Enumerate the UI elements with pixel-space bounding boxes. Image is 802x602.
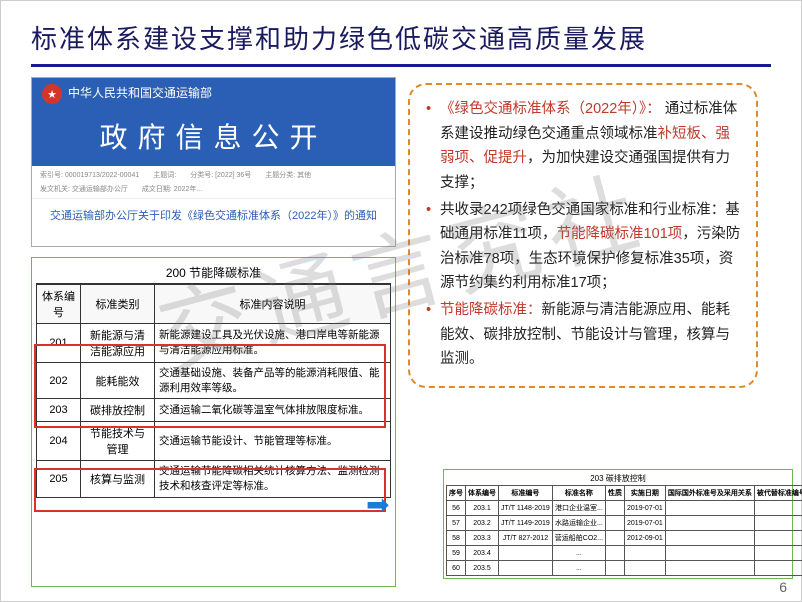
bullet-1: 《绿色交通标准体系（2022年）》： 通过标准体系建设推动绿色交通重点领域标准补… xyxy=(424,97,742,196)
arrow-icon: ➡ xyxy=(366,488,389,521)
bullet-2: 共收录242项绿色交通国家标准和行业标准：基础通用标准11项，节能降碳标准101… xyxy=(424,198,742,297)
table-row: 205 核算与监测 交通运输节能降碳相关统计核算方法、监测检测技术和核查评定等标… xyxy=(37,461,391,497)
page-number: 6 xyxy=(779,579,787,595)
gov-meta-item: 索引号: 000019713/2022-00041 xyxy=(40,170,139,180)
bullet-1-title: 《绿色交通标准体系（2022年）》： xyxy=(440,101,661,117)
gov-meta-item: 主题分类: 其他 xyxy=(265,170,311,180)
gov-meta-item: 主题词: xyxy=(153,170,176,180)
col-cat: 标准类别 xyxy=(81,285,155,324)
table-row: 203 碳排放控制 交通运输二氧化碳等温室气体排放限度标准。 xyxy=(37,399,391,422)
gov-meta-item: 成文日期: 2022年... xyxy=(142,184,202,194)
table-row: 204 节能技术与管理 交通运输节能设计、节能管理等标准。 xyxy=(37,422,391,461)
col-desc: 标准内容说明 xyxy=(155,285,391,324)
gov-header: ★ 中华人民共和国交通运输部 政府信息公开 xyxy=(32,78,395,166)
detail-table-panel: 203 碳排放控制 序号 体系编号 标准编号 标准名称 性质 实施日期 国际国外… xyxy=(443,469,793,579)
col-id: 体系编号 xyxy=(37,285,81,324)
bullet-3-title: 节能降碳标准： xyxy=(440,302,542,318)
table-row: 201 新能源与清洁能源应用 新能源建设工具及光伏设施、港口岸电等新能源与清洁能… xyxy=(37,324,391,363)
national-emblem-icon: ★ xyxy=(42,84,62,104)
table-row: 60203.5...港口 xyxy=(447,561,802,576)
gov-info-panel: ★ 中华人民共和国交通运输部 政府信息公开 索引号: 000019713/202… xyxy=(31,77,396,247)
gov-disclosure-title: 政府信息公开 xyxy=(32,116,395,156)
gov-meta: 索引号: 000019713/2022-00041 主题词: 分类号: [202… xyxy=(32,166,395,199)
table-row: 58203.3JT/T 827-2012营运船舶CO2...2012-09-01… xyxy=(447,531,802,546)
bullet-3: 节能降碳标准：新能源与清洁能源应用、能耗能效、碳排放控制、节能设计与管理，核算与… xyxy=(424,298,742,372)
gov-notice-title: 交通运输部办公厅关于印发《绿色交通标准体系（2022年）》的通知 xyxy=(32,199,395,231)
title-underline xyxy=(31,64,771,67)
bullet-box: 《绿色交通标准体系（2022年）》： 通过标准体系建设推动绿色交通重点领域标准补… xyxy=(408,83,758,388)
table-row: 56203.1JT/T 1148-2019港口企业温室...2019-07-01… xyxy=(447,501,802,516)
slide-title: 标准体系建设支撑和助力绿色低碳交通高质量发展 xyxy=(31,19,771,56)
gov-meta-item: 发文机关: 交通运输部办公厅 xyxy=(40,184,128,194)
table-row: 59203.4...港口 xyxy=(447,546,802,561)
table-row: 202 能耗能效 交通基础设施、装备产品等的能源消耗限值、能源利用效率等级。 xyxy=(37,363,391,399)
standards-table: 体系编号 标准类别 标准内容说明 201 新能源与清洁能源应用 新能源建设工具及… xyxy=(36,284,391,498)
bullet-2-highlight: 节能降碳标准101项 xyxy=(557,226,683,242)
table-row: 57203.2JT/T 1149-2019水路运输企业...2019-07-01… xyxy=(447,516,802,531)
standards-caption: 200 节能降碳标准 xyxy=(36,262,391,284)
detail-table-caption: 203 碳排放控制 xyxy=(446,472,790,485)
gov-ministry-label: 中华人民共和国交通运输部 xyxy=(68,84,212,101)
detail-table: 序号 体系编号 标准编号 标准名称 性质 实施日期 国际国外标准号及采用关系 被… xyxy=(446,485,802,576)
standards-panel: 200 节能降碳标准 体系编号 标准类别 标准内容说明 201 新能源与清洁能源… xyxy=(31,257,396,587)
gov-meta-item: 分类号: [2022] 36号 xyxy=(190,170,251,180)
